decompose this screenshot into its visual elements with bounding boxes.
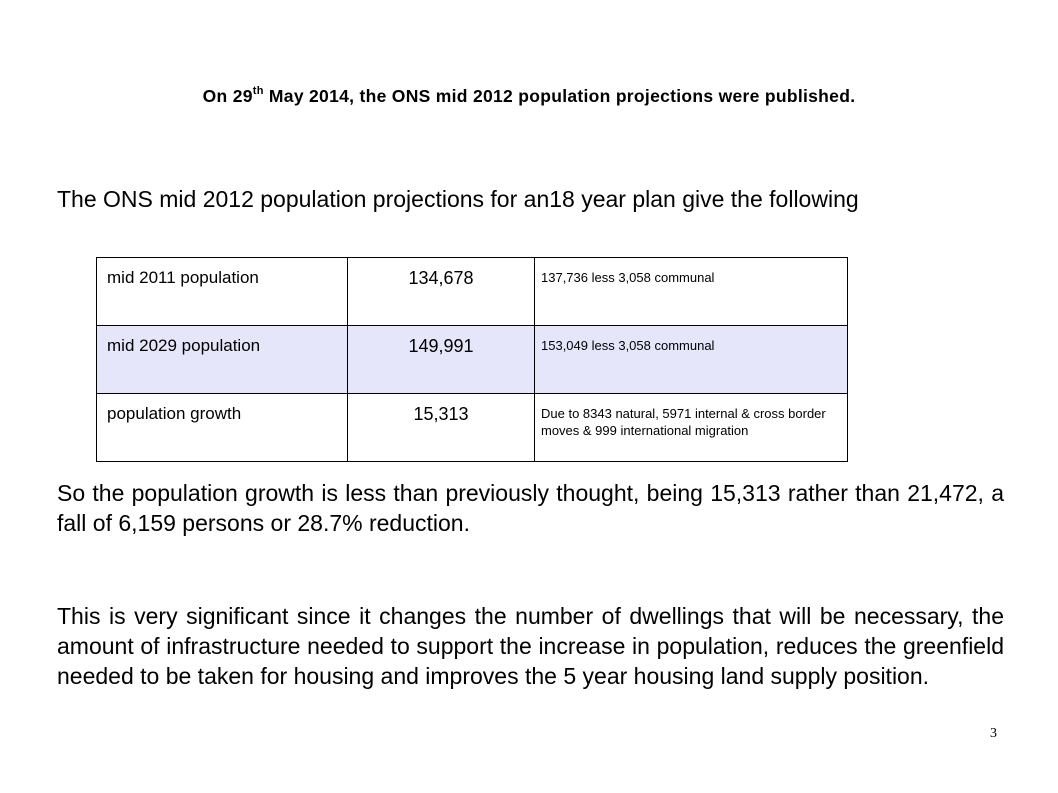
intro-text: The ONS mid 2012 population projections … [57,186,859,212]
significance-paragraph: This is very significant since it change… [57,603,1004,689]
table-row: mid 2011 population 134,678 137,736 less… [96,257,848,326]
row-value: 149,991 [347,325,535,394]
slide-heading: On 29th May 2014, the ONS mid 2012 popul… [0,85,1058,107]
heading-ordinal-suffix: th [252,85,264,98]
table-row: mid 2029 population 149,991 153,049 less… [96,325,848,394]
row-label: mid 2029 population [96,325,348,394]
heading-text-pre: On 29 [202,86,253,106]
row-note: Due to 8343 natural, 5971 internal & cro… [534,393,848,462]
row-note: 153,049 less 3,058 communal [534,325,848,394]
row-value: 134,678 [347,257,535,326]
row-note: 137,736 less 3,058 communal [534,257,848,326]
heading-text-post: May 2014, the ONS mid 2012 population pr… [263,86,856,106]
row-value: 15,313 [347,393,535,462]
row-label: population growth [96,393,348,462]
row-label: mid 2011 population [96,257,348,326]
population-projection-table: mid 2011 population 134,678 137,736 less… [96,257,848,462]
page-number: 3 [990,726,997,741]
growth-summary-paragraph: So the population growth is less than pr… [57,480,1004,536]
table-row: population growth 15,313 Due to 8343 nat… [96,393,848,462]
